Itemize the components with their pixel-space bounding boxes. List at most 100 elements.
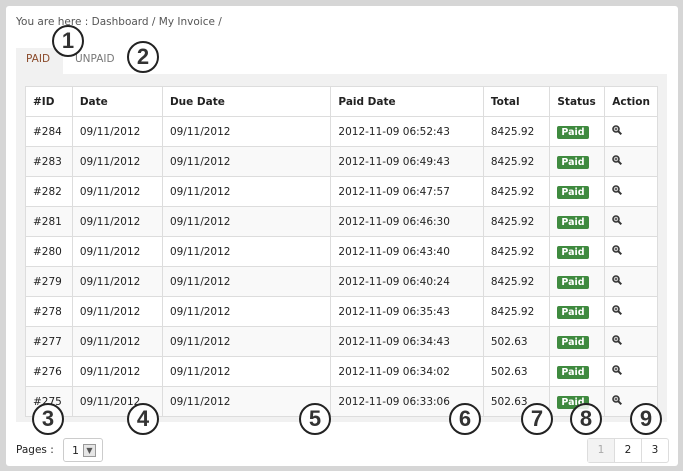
table-cell: 8425.92 bbox=[482, 266, 551, 297]
table-cell: 09/11/2012 bbox=[161, 176, 332, 207]
page-1-button[interactable]: 1 bbox=[588, 439, 614, 462]
table-cell: 8425.92 bbox=[482, 236, 551, 267]
table-cell: 09/11/2012 bbox=[71, 266, 163, 297]
action-cell bbox=[604, 206, 658, 237]
table-cell: 2012-11-09 06:49:43 bbox=[330, 146, 484, 177]
table-cell: 8425.92 bbox=[482, 146, 551, 177]
table-cell: 09/11/2012 bbox=[71, 326, 163, 357]
column-header: #ID bbox=[25, 86, 73, 117]
table-cell: 09/11/2012 bbox=[71, 176, 163, 207]
action-cell bbox=[604, 116, 658, 147]
callout-marker: 6 bbox=[449, 403, 481, 435]
zoom-in-icon[interactable] bbox=[612, 305, 623, 318]
tab-paid[interactable]: PAID bbox=[16, 48, 63, 74]
table-cell: 09/11/2012 bbox=[161, 356, 332, 387]
column-header: Status bbox=[549, 86, 606, 117]
pages-label: Pages : bbox=[16, 444, 54, 456]
page-2-button[interactable]: 2 bbox=[614, 439, 641, 462]
table-row: #282 09/11/2012 09/11/2012 2012-11-09 06:47… bbox=[25, 176, 658, 207]
zoom-in-icon[interactable] bbox=[612, 395, 623, 408]
callout-marker: 2 bbox=[127, 41, 159, 73]
zoom-in-icon[interactable] bbox=[612, 215, 623, 228]
callout-marker: 5 bbox=[299, 403, 331, 435]
table-cell: #277 bbox=[25, 326, 73, 357]
table-cell: #284 bbox=[25, 116, 73, 147]
zoom-in-icon[interactable] bbox=[612, 275, 623, 288]
status-cell: Paid bbox=[549, 326, 606, 357]
table-row: #284 09/11/2012 09/11/2012 2012-11-09 06:52… bbox=[25, 116, 658, 147]
table-cell: 502.63 bbox=[482, 326, 551, 357]
callout-marker: 9 bbox=[630, 403, 662, 435]
status-badge: Paid bbox=[557, 245, 589, 259]
action-cell bbox=[604, 326, 658, 357]
table-cell: 09/11/2012 bbox=[71, 146, 163, 177]
table-cell: #280 bbox=[25, 236, 73, 267]
chevron-down-icon: ▼ bbox=[83, 444, 96, 457]
action-cell bbox=[604, 236, 658, 267]
tab-content: #ID Date Due Date Paid Date Total Status Actio… bbox=[16, 74, 667, 422]
table-cell: 09/11/2012 bbox=[71, 206, 163, 237]
table-cell: 2012-11-09 06:43:40 bbox=[330, 236, 484, 267]
status-badge: Paid bbox=[557, 275, 589, 289]
table-cell: 2012-11-09 06:46:30 bbox=[330, 206, 484, 237]
status-badge: Paid bbox=[557, 155, 589, 169]
column-header: Due Date bbox=[161, 86, 332, 117]
breadcrumb: You are here : Dashboard / My Invoice / bbox=[16, 16, 222, 28]
zoom-in-icon[interactable] bbox=[612, 155, 623, 168]
zoom-in-icon[interactable] bbox=[612, 245, 623, 258]
status-cell: Paid bbox=[549, 146, 606, 177]
zoom-in-icon[interactable] bbox=[612, 185, 623, 198]
page-3-button[interactable]: 3 bbox=[641, 439, 668, 462]
table-row: #283 09/11/2012 09/11/2012 2012-11-09 06:49… bbox=[25, 146, 658, 177]
table-cell: #283 bbox=[25, 146, 73, 177]
table-cell: #276 bbox=[25, 356, 73, 387]
zoom-in-icon[interactable] bbox=[612, 365, 623, 378]
zoom-in-icon[interactable] bbox=[612, 335, 623, 348]
table-cell: 502.63 bbox=[482, 356, 551, 387]
table-row: #279 09/11/2012 09/11/2012 2012-11-09 06:40… bbox=[25, 266, 658, 297]
column-header: Total bbox=[482, 86, 551, 117]
table-cell: 09/11/2012 bbox=[161, 296, 332, 327]
status-cell: Paid bbox=[549, 356, 606, 387]
table-cell: 09/11/2012 bbox=[161, 206, 332, 237]
table-cell: 2012-11-09 06:40:24 bbox=[330, 266, 484, 297]
status-badge: Paid bbox=[557, 335, 589, 349]
status-cell: Paid bbox=[549, 266, 606, 297]
tab-unpaid[interactable]: UNPAID bbox=[75, 53, 115, 65]
pages-select[interactable]: 1 ▼ bbox=[63, 438, 103, 462]
table-cell: #278 bbox=[25, 296, 73, 327]
status-badge: Paid bbox=[557, 365, 589, 379]
pages-select-value: 1 bbox=[72, 444, 79, 457]
table-cell: #281 bbox=[25, 206, 73, 237]
table-cell: 8425.92 bbox=[482, 176, 551, 207]
table-cell: 8425.92 bbox=[482, 296, 551, 327]
callout-marker: 8 bbox=[570, 403, 602, 435]
table-cell: 2012-11-09 06:34:43 bbox=[330, 326, 484, 357]
table-cell: 2012-11-09 06:34:02 bbox=[330, 356, 484, 387]
callout-marker: 4 bbox=[127, 403, 159, 435]
table-row: #275 09/11/2012 09/11/2012 2012-11-09 06:33… bbox=[25, 386, 658, 417]
status-cell: Paid bbox=[549, 116, 606, 147]
table-cell: 2012-11-09 06:52:43 bbox=[330, 116, 484, 147]
table-cell: 09/11/2012 bbox=[71, 116, 163, 147]
table-row: #276 09/11/2012 09/11/2012 2012-11-09 06:34… bbox=[25, 356, 658, 387]
action-cell bbox=[604, 356, 658, 387]
table-cell: 09/11/2012 bbox=[161, 326, 332, 357]
action-cell bbox=[604, 266, 658, 297]
table-row: #280 09/11/2012 09/11/2012 2012-11-09 06:43… bbox=[25, 236, 658, 267]
zoom-in-icon[interactable] bbox=[612, 125, 623, 138]
status-badge: Paid bbox=[557, 215, 589, 229]
table-cell: 2012-11-09 06:33:06 bbox=[330, 386, 484, 417]
action-cell bbox=[604, 176, 658, 207]
status-badge: Paid bbox=[557, 305, 589, 319]
status-cell: Paid bbox=[549, 206, 606, 237]
column-header: Date bbox=[71, 86, 163, 117]
status-cell: Paid bbox=[549, 236, 606, 267]
table-cell: 09/11/2012 bbox=[71, 236, 163, 267]
table-cell: 09/11/2012 bbox=[161, 266, 332, 297]
table-cell: 8425.92 bbox=[482, 116, 551, 147]
action-cell bbox=[604, 296, 658, 327]
table-cell: #282 bbox=[25, 176, 73, 207]
table-cell: 09/11/2012 bbox=[71, 356, 163, 387]
table-cell: 09/11/2012 bbox=[161, 236, 332, 267]
